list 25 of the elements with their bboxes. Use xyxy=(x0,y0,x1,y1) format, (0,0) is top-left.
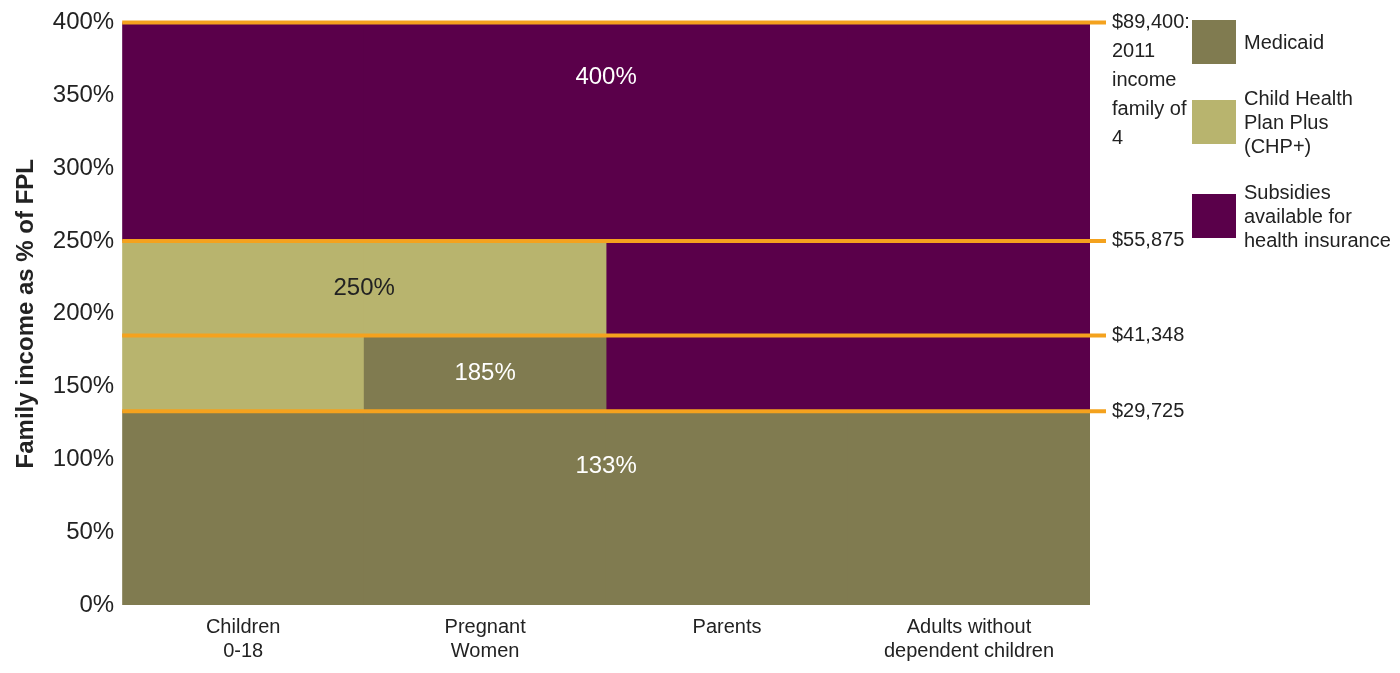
y-tick-label: 350% xyxy=(52,79,115,107)
x-tick-label: Adults without dependent children xyxy=(883,614,1055,661)
text: $55,875 xyxy=(1112,228,1185,251)
text: $41,348 xyxy=(1112,323,1185,346)
ref-line-label: 133% xyxy=(575,450,637,478)
legend-label: Child Health Plan Plus (CHP+) xyxy=(1244,86,1354,158)
legend-label: Subsidies available for health insurance xyxy=(1244,180,1392,252)
y-tick-label: 200% xyxy=(52,298,115,326)
y-tick-label: 400% xyxy=(52,7,115,35)
ref-line-label: 400% xyxy=(575,62,637,90)
y-tick-label: 300% xyxy=(52,152,115,180)
y-tick-label: 150% xyxy=(52,371,115,399)
y-tick-label: 250% xyxy=(52,225,115,253)
y-tick-label: 50% xyxy=(66,516,115,544)
x-tick-label: Children 0-18 xyxy=(205,614,281,661)
x-tick-label: Parents xyxy=(692,614,762,637)
ref-line-label: 250% xyxy=(333,272,395,300)
y-tick-label: 0% xyxy=(79,589,115,617)
legend-label: Medicaid xyxy=(1244,30,1325,54)
ref-line-label: 185% xyxy=(454,358,516,386)
text: $29,725 xyxy=(1112,398,1185,421)
x-tick-label: Pregnant Women xyxy=(444,614,527,661)
y-tick-label: 100% xyxy=(52,443,115,471)
y-axis-title: Family income as % of FPL xyxy=(11,158,39,469)
text: $89,400: 2011 income family of 4 xyxy=(1112,9,1190,148)
